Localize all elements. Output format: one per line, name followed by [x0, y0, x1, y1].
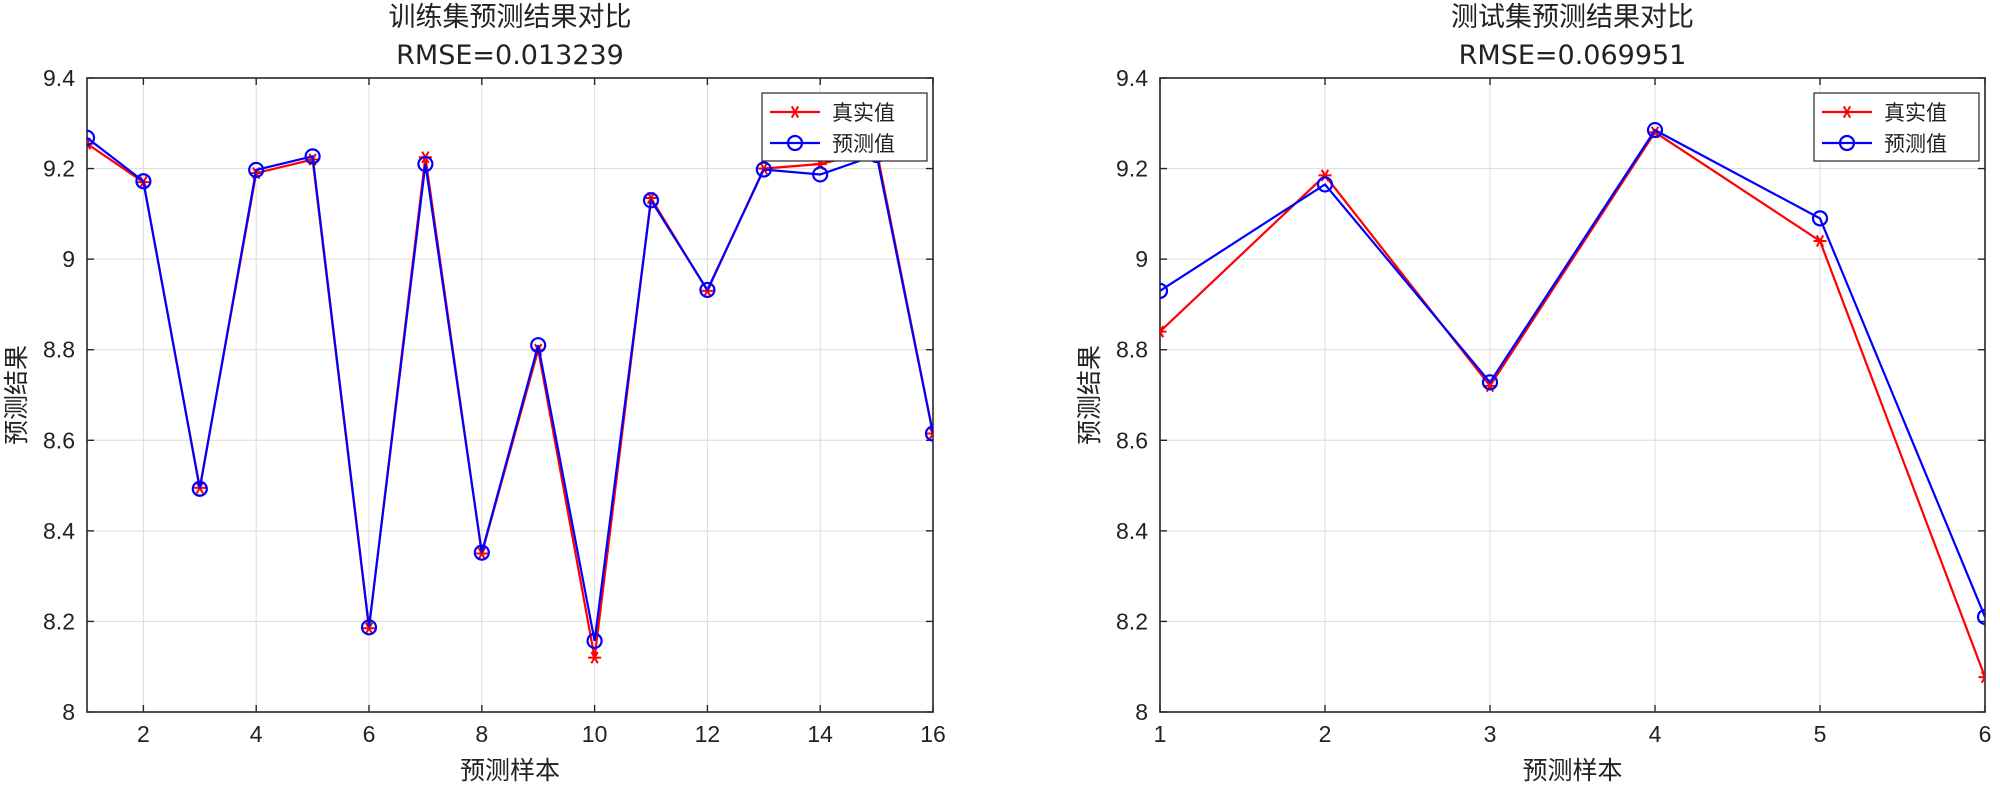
- series-2: [87, 129, 933, 650]
- chart-title: 测试集预测结果对比: [1451, 2, 1694, 33]
- x-tick-label: 6: [363, 721, 376, 747]
- legend-box: [761, 92, 928, 162]
- x-tick-label: 14: [807, 721, 833, 747]
- data-point: [1160, 325, 1167, 338]
- data-point: [1318, 169, 1332, 182]
- data-point: [755, 161, 772, 178]
- y-tick-label: 8.8: [43, 337, 75, 363]
- data-point: [586, 632, 603, 650]
- data-point: [473, 544, 490, 561]
- data-point: [1646, 121, 1664, 139]
- x-tick-label: 12: [695, 721, 721, 747]
- y-tick-label: 9: [62, 246, 75, 272]
- legend-label: 预测值: [832, 132, 895, 156]
- x-tick-label: 6: [1979, 721, 1992, 747]
- legend-label: 真实值: [832, 101, 895, 125]
- legend-marker: [1838, 134, 1856, 152]
- data-point: [87, 129, 96, 146]
- y-tick-label: 8.4: [1116, 518, 1148, 544]
- y-tick-label: 9.4: [43, 65, 75, 91]
- data-point: [360, 619, 378, 636]
- series-2: [1160, 121, 1985, 625]
- data-point: [1811, 210, 1829, 227]
- data-point: [1813, 234, 1827, 248]
- y-tick-label: 8.4: [43, 518, 75, 544]
- y-tick-label: 9.2: [43, 156, 75, 182]
- chart-subtitle: RMSE=0.013239: [396, 40, 624, 71]
- legend-marker: [1842, 105, 1852, 119]
- data-point: [924, 425, 933, 442]
- data-point: [1160, 282, 1169, 299]
- data-point: [1976, 608, 1985, 625]
- x-tick-label: 2: [1319, 721, 1332, 747]
- data-point: [191, 480, 208, 497]
- y-tick-label: 8: [62, 699, 75, 725]
- x-tick-label: 1: [1154, 721, 1167, 747]
- data-point: [699, 281, 716, 299]
- y-axis-label: 预测结果: [1075, 345, 1104, 445]
- data-point: [362, 622, 376, 635]
- chart-panel-2: 1 2 3 4 5 6 8 8.2 8.4 8.6 8.8 9 9.2 9.4 测试集预测结果对比 RMSE=…: [1075, 2, 1992, 785]
- x-tick-label: 10: [582, 721, 608, 747]
- x-tick-label: 5: [1814, 721, 1827, 747]
- y-tick-label: 8.2: [43, 608, 75, 634]
- series-line: [87, 136, 933, 642]
- x-tick-label: 4: [250, 721, 263, 747]
- x-tick-label: 8: [475, 721, 488, 747]
- data-point: [530, 337, 547, 354]
- plot-area: [1160, 78, 1985, 712]
- legend-item: 真实值: [770, 101, 895, 125]
- legend-item: 真实值: [1822, 101, 1947, 125]
- y-tick-label: 9.4: [1116, 65, 1148, 91]
- data-point: [812, 166, 829, 183]
- x-tick-label: 16: [920, 721, 946, 747]
- y-tick-label: 8: [1135, 699, 1148, 725]
- plot-area: [87, 78, 933, 712]
- axes-frame: [86, 77, 934, 713]
- y-tick-label: 8.6: [1116, 427, 1148, 453]
- legend-item: 预测值: [770, 132, 895, 156]
- series-line: [1160, 128, 1985, 618]
- data-point: [1978, 671, 1985, 684]
- y-tick-label: 8.8: [1116, 337, 1148, 363]
- x-tick-label: 4: [1649, 721, 1662, 747]
- data-point: [248, 161, 265, 179]
- chart-title: 训练集预测结果对比: [389, 2, 632, 33]
- data-point: [135, 173, 152, 190]
- legend-label: 真实值: [1884, 101, 1947, 125]
- y-tick-label: 8.6: [43, 427, 75, 453]
- legend-marker: [786, 134, 804, 152]
- y-tick-label: 9: [1135, 246, 1148, 272]
- legend-marker: [790, 105, 800, 119]
- x-axis-label: 预测样本: [1522, 756, 1622, 785]
- data-point: [304, 148, 321, 165]
- data-point: [642, 192, 660, 209]
- y-tick-label: 8.2: [1116, 608, 1148, 634]
- legend-box: [1813, 92, 1980, 162]
- chart-subtitle: RMSE=0.069951: [1459, 40, 1687, 71]
- y-tick-label: 9.2: [1116, 156, 1148, 182]
- x-tick-label: 2: [137, 721, 150, 747]
- data-point: [417, 155, 434, 173]
- data-point: [475, 547, 489, 560]
- data-point: [1316, 176, 1334, 193]
- data-point: [1481, 374, 1499, 391]
- data-point: [926, 427, 933, 440]
- chart-panel-1: 2 4 6 8 10 12 14 16 8 8.2 8.4 8.6 8.8 9 9.2 9.4 训练集预测结果对…: [2, 2, 946, 785]
- data-point: [588, 651, 602, 664]
- legend-item: 预测值: [1822, 132, 1947, 156]
- legend-label: 预测值: [1884, 132, 1947, 156]
- axes-frame: [1159, 77, 1986, 713]
- y-axis-label: 预测结果: [2, 345, 31, 445]
- x-tick-label: 3: [1484, 721, 1497, 747]
- x-axis-label: 预测样本: [460, 756, 560, 785]
